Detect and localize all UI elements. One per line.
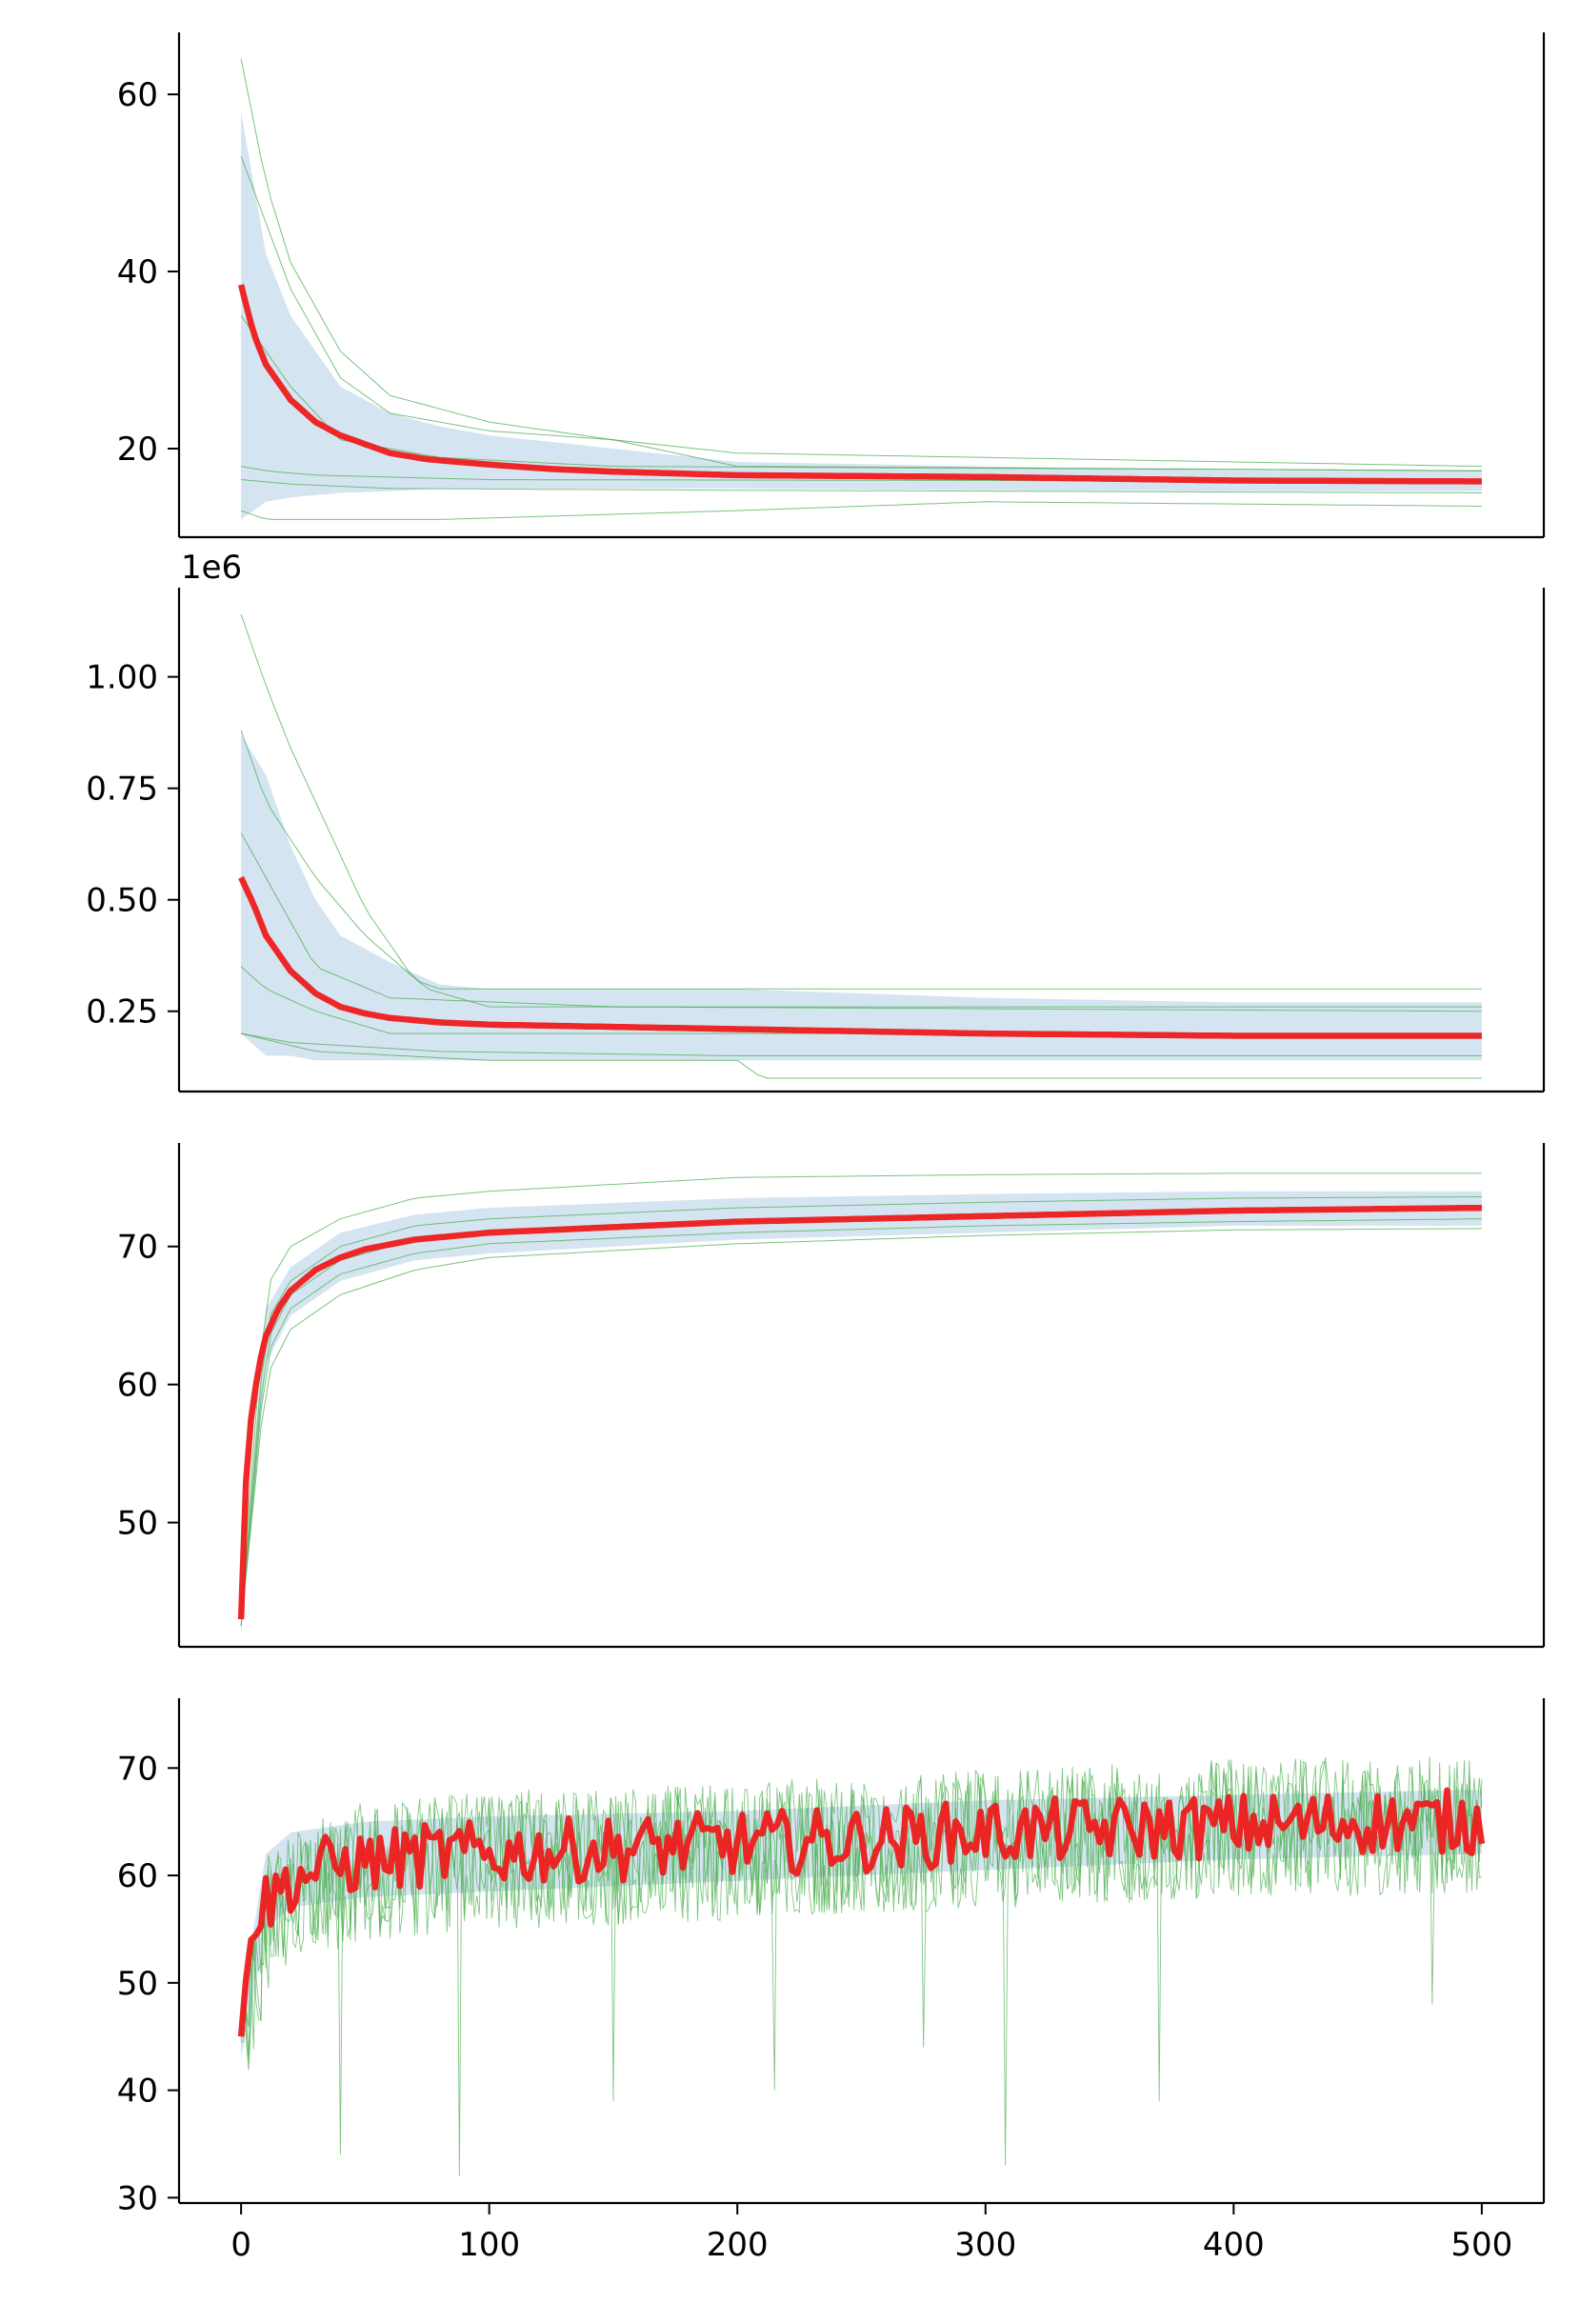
y-tick-label: 1.00 [86,659,158,697]
x-tick-label: 300 [954,2226,1016,2264]
run-line [240,1228,1482,1627]
plot-area [237,1172,1482,1633]
run-line [240,501,1482,520]
y-tick-label: 60 [117,1857,158,1895]
x-tick-label: 0 [230,2226,251,2264]
run-line [240,58,1482,468]
x-tick-label: 400 [1203,2226,1265,2264]
run-line [240,1172,1482,1606]
run-line [240,1196,1482,1620]
run-line [240,315,1482,471]
std-band [241,1191,1482,1633]
x-tick-label: 100 [458,2226,520,2264]
x-tick-label: 500 [1450,2226,1512,2264]
mean-line [237,1204,1482,1620]
run-line [240,730,1482,1008]
x-tick-label: 200 [707,2226,769,2264]
y-tick-label: 0.25 [86,993,158,1032]
y-tick-label: 30 [117,2179,158,2217]
std-band [241,734,1482,1061]
run-line [240,1760,1483,2155]
y-tick-label: 60 [117,76,158,114]
y-tick-label: 0.50 [86,882,158,920]
y-tick-label: 50 [117,1965,158,2003]
plot-area [238,613,1482,1079]
subplot-2: 0.25 0.50 0.75 1.00 1e6 [86,549,1546,1093]
mean-line [237,1787,1486,2037]
y-offset-text: 1e6 [181,549,242,587]
subplot-3: 50 60 70 [117,1143,1546,1649]
run-line [240,613,1482,990]
y-tick-label: 40 [117,2073,158,2111]
y-tick-label: 40 [117,253,158,291]
plot-area [237,58,1482,520]
subplot-1: 20 40 60 [117,32,1546,539]
run-line [240,1207,1482,1620]
run-line [240,1032,1482,1079]
y-tick-label: 50 [117,1505,158,1543]
subplot-4: 30 40 50 60 70 0 100 200 300 400 500 [117,1698,1546,2264]
mean-line [238,875,1482,1039]
run-line [241,1032,1482,1056]
run-line [240,832,1482,1012]
mean-line [237,284,1482,485]
y-tick-label: 70 [117,1750,158,1788]
plot-area [237,1756,1486,2176]
run-line [240,1218,1482,1627]
y-tick-label: 70 [117,1229,158,1267]
y-tick-label: 20 [117,431,158,469]
run-line [241,479,1482,493]
y-tick-label: 0.75 [86,771,158,809]
y-tick-label: 60 [117,1367,158,1405]
